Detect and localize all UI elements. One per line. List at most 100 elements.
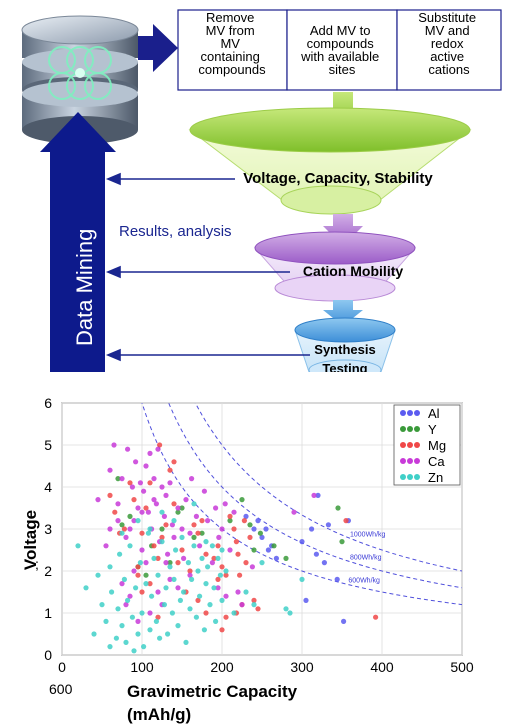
data-point-ca [213, 505, 219, 511]
data-point-al [243, 513, 249, 520]
data-point-ca [103, 543, 109, 549]
y-axis-title: Voltage [21, 510, 40, 570]
y-tick-label: 2 [44, 563, 52, 579]
data-point-y [335, 505, 341, 511]
legend-label: Mg [428, 438, 446, 453]
data-point-mg [135, 572, 141, 578]
energy-density-label: 600Wh/kg [348, 578, 380, 585]
data-point-mg [167, 467, 173, 473]
data-point-mg [343, 518, 349, 524]
data-point-mg [179, 547, 185, 553]
data-point-mg [195, 530, 201, 536]
data-point-zn [107, 644, 113, 650]
data-point-zn [213, 618, 219, 625]
data-point-mg [107, 492, 113, 498]
data-mining-bar: Data Mining [40, 112, 116, 372]
funnel-label-4: Testing [322, 361, 367, 376]
workflow-step-boxes: Remove MV from MV containing compounds A… [177, 9, 502, 91]
legend-marker [400, 442, 406, 448]
data-point-ca [125, 446, 131, 452]
data-point-zn [215, 555, 221, 562]
data-point-zn [205, 564, 211, 570]
step-2-line: Add MV to [310, 23, 371, 38]
data-point-zn [143, 581, 149, 587]
data-point-mg [255, 606, 261, 612]
data-point-zn [91, 631, 97, 637]
workflow-step-box-2 [286, 9, 398, 91]
data-point-ca [129, 484, 135, 490]
data-point-zn [151, 555, 157, 562]
data-point-ca [151, 497, 157, 503]
data-point-al [309, 526, 315, 532]
data-point-mg [195, 597, 201, 604]
data-point-zn [211, 585, 217, 591]
data-point-zn [195, 568, 201, 574]
data-point-ca [219, 526, 225, 532]
data-point-zn [125, 597, 131, 604]
data-point-mg [171, 459, 177, 465]
data-point-y [179, 505, 185, 511]
energy-density-curve [168, 403, 462, 589]
y-tick-label: 4 [44, 479, 52, 495]
data-point-y [191, 534, 197, 541]
data-point-mg [373, 614, 379, 620]
data-point-y [167, 560, 173, 566]
data-point-mg [155, 555, 161, 562]
data-point-ca [137, 480, 143, 486]
data-point-ca [131, 518, 137, 524]
data-point-ca [155, 446, 161, 452]
data-point-mg [159, 534, 165, 541]
data-point-ca [163, 560, 169, 566]
energy-density-curve [194, 403, 462, 572]
data-point-ca [131, 568, 137, 574]
step-1-line: MV from [206, 23, 255, 38]
data-point-y [159, 526, 165, 532]
data-point-zn [171, 576, 177, 583]
data-point-al [321, 560, 327, 566]
data-point-zn [189, 576, 195, 583]
data-point-mg [223, 614, 229, 620]
data-point-ca [181, 555, 187, 562]
legend-marker [400, 458, 406, 464]
data-point-ca [123, 534, 129, 541]
data-point-zn [117, 551, 123, 557]
scatter-chart: 0 100 200 300 400 500 0 1 2 3 4 5 6 1000Wh/kg 800Wh/… [21, 395, 474, 724]
data-point-y [283, 555, 289, 562]
step-2-line: sites [329, 62, 356, 77]
data-point-mg [147, 581, 153, 587]
data-point-zn [75, 543, 81, 549]
legend-marker [407, 474, 413, 480]
data-point-zn [161, 602, 167, 608]
legend-marker [414, 410, 420, 416]
data-point-mg [175, 560, 181, 566]
data-point-al [251, 526, 257, 532]
data-point-zn [197, 593, 203, 599]
data-point-ca [231, 509, 237, 515]
data-point-mg [112, 509, 118, 515]
data-point-zn [185, 560, 191, 566]
data-point-zn [169, 610, 175, 616]
data-point-zn [191, 501, 197, 507]
data-point-ca [107, 467, 113, 473]
data-point-ca [163, 492, 169, 498]
data-point-zn [133, 585, 139, 591]
data-point-ca [167, 480, 173, 486]
legend-marker [414, 474, 420, 480]
data-point-mg [247, 534, 253, 541]
data-point-mg [199, 518, 205, 524]
funnel-label-3: Synthesis [314, 342, 375, 357]
svg-text:Substitute MV and: Substitute MV and redox active cations [418, 10, 479, 77]
data-point-mg [121, 526, 127, 532]
data-point-ca [147, 450, 153, 456]
funnel-cation-mobility: Cation Mobility [253, 231, 417, 302]
data-point-mg [211, 555, 217, 562]
data-point-mg [155, 614, 161, 620]
data-point-zn [203, 581, 209, 587]
data-point-zn [115, 606, 121, 612]
data-point-al [263, 526, 269, 532]
data-point-ca [135, 505, 141, 511]
data-point-zn [157, 635, 163, 641]
step-1-line: MV [220, 36, 240, 51]
data-point-ca [171, 534, 177, 541]
